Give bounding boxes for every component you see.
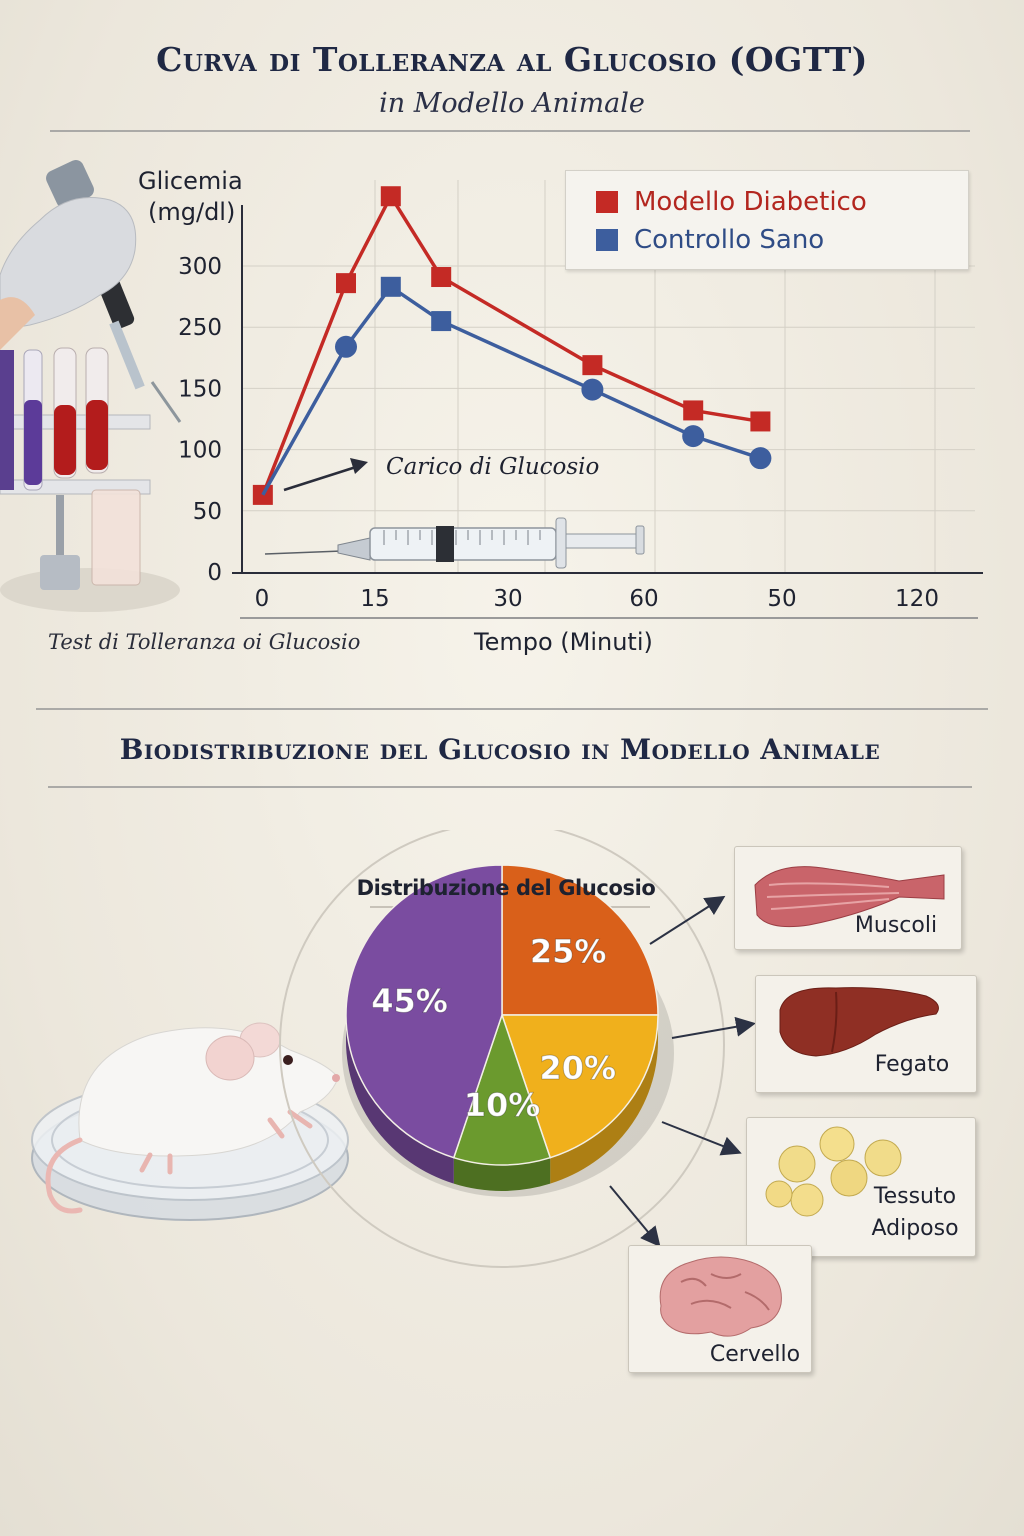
mouse-illustration: [31, 1022, 349, 1221]
gloved-hand-icon: [0, 197, 137, 350]
glucose-pie-chart: 25% 20%10% 45%: [279, 830, 725, 1268]
organ-label-brain: Cervello: [709, 1342, 801, 1367]
data-point: [380, 276, 401, 297]
pie-slice: [501, 864, 659, 1016]
x-tick-label: 30: [493, 586, 522, 612]
adipose-tissue-icon: [765, 1126, 902, 1217]
organ-card-muscle: Muscoli: [734, 846, 962, 950]
title-rule: [50, 130, 970, 132]
y-tick-label: 250: [178, 315, 222, 341]
x-axis-label: Tempo (Minuti): [474, 628, 653, 656]
x-tick-label: 15: [360, 586, 389, 612]
data-point: [749, 447, 772, 470]
data-point: [581, 378, 604, 401]
data-point: [335, 335, 357, 358]
pie-slice: [452, 1012, 552, 1166]
ogtt-line-chart: 0 50 100 150 250 300 0 15 30 60 50 120 Carico di Glu…: [178, 180, 983, 619]
pie-labels: 25% 20%10% 45%: [371, 932, 617, 1125]
white-mouse-icon: [45, 1022, 340, 1214]
muscle-icon: [754, 866, 945, 928]
data-point: [431, 311, 452, 332]
y-axis-label-line-1: Glicemia: [138, 167, 243, 195]
pie-title: Distribuzione del Glucosio: [356, 876, 656, 900]
pie-slice: [500, 1014, 659, 1159]
y-axis-label: Glicemia (mg/dl): [138, 166, 243, 228]
organ-card-adipose: Tessuto Adiposo: [746, 1117, 976, 1257]
legend-item-control: Controllo Sano: [596, 225, 824, 255]
pie-frame-circle: [279, 830, 725, 1268]
y-tick-label: 100: [178, 438, 222, 464]
organ-label-liver: Fegato: [874, 1052, 950, 1077]
lab-illustration: [0, 160, 182, 612]
data-point: [431, 267, 452, 288]
arrow-to-muscle: [649, 895, 726, 945]
annotation-arrowhead: [350, 458, 368, 474]
annotation-label: Carico di Glucosio: [386, 454, 599, 480]
pie-slice: [345, 864, 503, 1159]
data-point: [380, 186, 401, 207]
data-point: [683, 400, 704, 421]
data-point: [682, 425, 705, 448]
section2-rule: [48, 786, 972, 788]
section2-title: Biodistribuzione del Glucosio in Modello…: [119, 733, 881, 766]
arrow-to-brain: [609, 1185, 661, 1248]
x-tick-label: 60: [629, 586, 658, 612]
pie-slice-label: 10%: [464, 1086, 541, 1124]
arrow-to-liver: [671, 1016, 756, 1039]
legend-item-diabetic: Modello Diabetico: [596, 187, 867, 217]
syringe-icon: [264, 517, 645, 569]
x-tick-label: 50: [767, 586, 796, 612]
data-point: [582, 355, 603, 376]
series-diabetic: [252, 186, 771, 505]
arrow-to-adipose: [661, 1121, 742, 1156]
x-tick-label: 0: [255, 586, 270, 612]
pie-slice-side: [346, 1015, 454, 1184]
organ-label-adipose-line-2: Adiposo: [871, 1216, 959, 1241]
y-tick-label: 0: [207, 560, 222, 586]
y-tick-label: 300: [178, 254, 222, 280]
legend-label-diabetic: Modello Diabetico: [634, 187, 867, 217]
page-title: Curva di Tolleranza al Glucosio (OGTT): [156, 40, 868, 79]
y-tick-label: 50: [193, 499, 222, 525]
pie-sides: [346, 1015, 658, 1191]
y-axis-label-line-2: (mg/dl): [148, 198, 236, 226]
chart-caption: Test di Tolleranza oi Glucosio: [48, 630, 361, 654]
section-divider: [36, 708, 988, 710]
liver-icon: [779, 987, 939, 1057]
page-subtitle: in Modello Animale: [379, 88, 645, 119]
legend-swatch-control: [596, 229, 618, 251]
pie-slice-side: [550, 1015, 658, 1184]
data-point: [750, 411, 771, 432]
organ-card-brain: Cervello: [628, 1245, 812, 1373]
x-tick-label: 120: [895, 586, 939, 612]
legend-label-control: Controllo Sano: [634, 225, 825, 255]
data-point: [336, 273, 356, 294]
test-tube-rack-icon: [0, 347, 151, 590]
annotation-arrow: [283, 465, 357, 492]
series-control: [261, 276, 772, 496]
pie-slices: [345, 864, 659, 1166]
y-tick-label: 150: [178, 376, 222, 402]
legend-swatch-diabetic: [596, 191, 618, 213]
organ-label-adipose-line-1: Tessuto: [873, 1184, 957, 1209]
organ-label-muscle: Muscoli: [854, 913, 938, 938]
pie-slice-label: 25%: [530, 932, 607, 970]
brain-icon: [659, 1256, 782, 1337]
chart-legend: Modello Diabetico Controllo Sano: [565, 170, 969, 270]
organ-card-liver: Fegato: [755, 975, 977, 1093]
pie-slice-label: 45%: [371, 982, 448, 1020]
pie-slice-label: 20%: [539, 1049, 616, 1087]
pie-slice-side: [453, 1157, 551, 1191]
